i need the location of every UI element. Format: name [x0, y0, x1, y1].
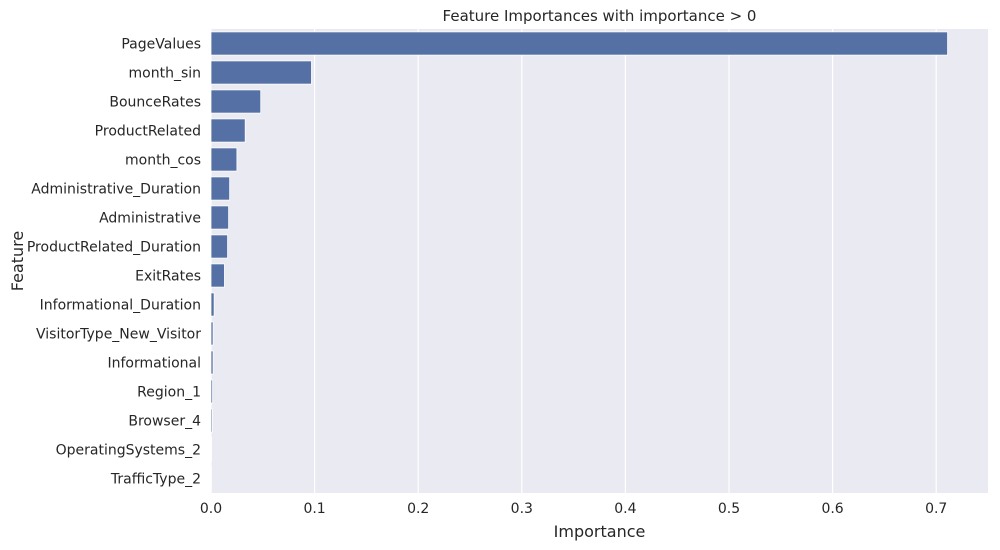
bar-Administrative_Duration	[210, 176, 231, 201]
x-tick-label: 0.0	[200, 501, 222, 517]
x-axis-title: Importance	[554, 522, 646, 541]
bar-Administrative	[210, 205, 230, 230]
y-axis-title: Feature	[8, 231, 27, 291]
y-tick-labels: PageValues month_sin BounceRates ProductRel…	[27, 37, 201, 488]
y-tick-label: PageValues	[121, 37, 201, 53]
bar-Region_1	[210, 379, 213, 404]
bar-Informational_Duration	[210, 292, 215, 317]
x-tick-label: 0.7	[925, 501, 947, 517]
y-tick-label: BounceRates	[109, 95, 201, 111]
y-tick-label: VisitorType_New_Visitor	[36, 327, 201, 343]
bar-PageValues	[210, 31, 948, 56]
y-tick-label: Region_1	[137, 385, 201, 401]
bar-ProductRelated_Duration	[210, 234, 228, 259]
bars	[210, 31, 948, 491]
y-tick-label: Informational_Duration	[40, 298, 201, 314]
x-tick-label: 0.2	[407, 501, 429, 517]
y-tick-label: Administrative	[99, 211, 201, 227]
plot-area	[211, 29, 988, 493]
bar-ExitRates	[210, 263, 225, 288]
bar-VisitorType_New_Visitor	[210, 321, 214, 346]
bar-BounceRates	[210, 89, 262, 114]
y-tick-label: Administrative_Duration	[31, 182, 201, 198]
y-tick-label: TrafficType_2	[110, 472, 201, 488]
x-tick-labels: 0.0 0.1 0.2 0.3 0.4 0.5 0.6 0.7	[200, 501, 947, 517]
chart-title: Feature Importances with importance > 0	[443, 7, 757, 25]
bar-Browser_4	[210, 408, 213, 433]
x-tick-label: 0.3	[511, 501, 533, 517]
x-tick-label: 0.1	[303, 501, 325, 517]
x-tick-label: 0.4	[614, 501, 636, 517]
bar-month_cos	[210, 147, 238, 172]
y-tick-label: OperatingSystems_2	[56, 443, 201, 459]
y-tick-label: ProductRelated	[95, 124, 201, 140]
grid-lines	[210, 29, 937, 493]
bar-OperatingSystems_2	[210, 437, 213, 462]
y-tick-label: month_cos	[125, 153, 201, 169]
y-tick-label: ExitRates	[135, 269, 201, 285]
y-tick-label: Informational	[107, 356, 201, 372]
bar-month_sin	[210, 60, 312, 85]
bar-Informational	[210, 350, 214, 375]
x-tick-label: 0.5	[718, 501, 740, 517]
y-tick-label: month_sin	[129, 66, 202, 82]
bar-ProductRelated	[210, 118, 246, 143]
y-tick-label: ProductRelated_Duration	[27, 240, 201, 256]
x-tick-label: 0.6	[821, 501, 843, 517]
y-tick-label: Browser_4	[128, 414, 201, 430]
